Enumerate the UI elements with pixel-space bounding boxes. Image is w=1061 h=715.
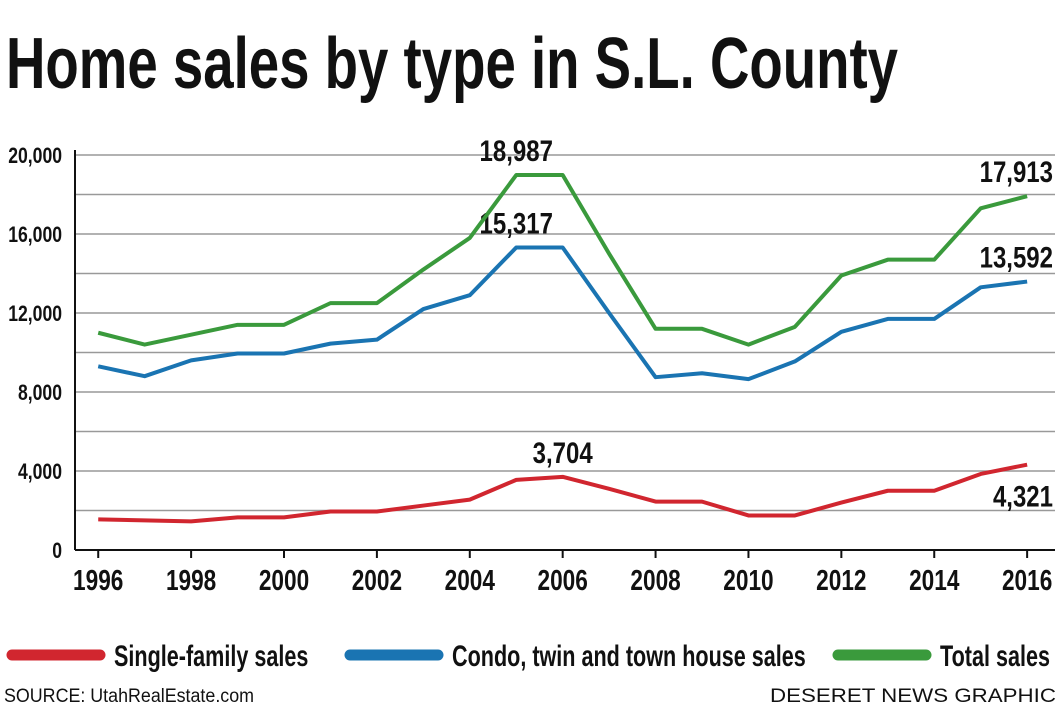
chart-title: Home sales by type in S.L. County [6, 24, 898, 104]
x-tick-label: 2002 [352, 563, 402, 596]
x-tick-label: 2006 [538, 563, 588, 596]
y-tick-label: 16,000 [8, 223, 62, 247]
data-label: 3,704 [533, 435, 593, 469]
y-tick-label: 20,000 [8, 144, 62, 168]
series-line [97, 245, 1028, 382]
data-label: 13,592 [980, 240, 1053, 274]
series-line [98, 462, 1028, 524]
x-tick-label: 1998 [166, 563, 216, 596]
x-tick-label: 1996 [73, 563, 123, 596]
data-label: 4,321 [993, 479, 1053, 513]
data-label: 15,317 [480, 206, 553, 240]
x-tick-label: 2004 [445, 563, 496, 596]
y-tick-label: 0 [52, 539, 62, 563]
data-label: 17,913 [980, 155, 1053, 189]
legend-label: Condo, twin and town house sales [452, 638, 806, 672]
x-tick-label: 2014 [909, 563, 960, 596]
source: SOURCE: UtahRealEstate.com [4, 686, 254, 707]
y-tick-label: 12,000 [8, 302, 62, 326]
x-tick-label: 2016 [1002, 563, 1052, 596]
legend-label: Total sales [940, 638, 1050, 672]
y-tick-label: 4,000 [18, 460, 62, 484]
y-tick-label: 8,000 [18, 381, 62, 405]
x-tick-label: 2000 [259, 563, 309, 596]
x-tick-label: 2012 [816, 563, 866, 596]
x-tick-label: 2010 [723, 563, 773, 596]
data-label: 18,987 [480, 133, 553, 167]
legend-label: Single-family sales [114, 638, 308, 672]
series-line [97, 173, 1028, 347]
x-tick-label: 2008 [630, 563, 680, 596]
credit: DESERET NEWS GRAPHIC [770, 686, 1056, 707]
